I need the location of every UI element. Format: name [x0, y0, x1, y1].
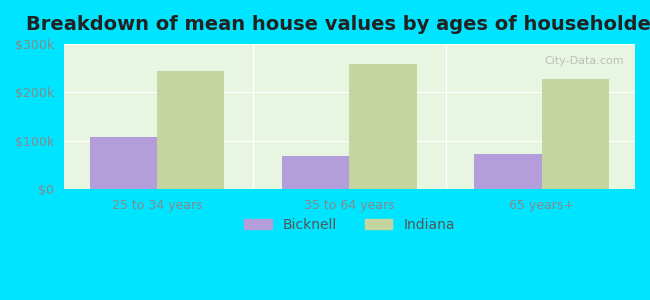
Bar	[157, 71, 224, 189]
Bar	[350, 64, 417, 189]
Text: City-Data.com: City-Data.com	[544, 56, 623, 65]
Bar	[90, 137, 157, 189]
Title: Breakdown of mean house values by ages of householders: Breakdown of mean house values by ages o…	[27, 15, 650, 34]
Legend: Bicknell, Indiana: Bicknell, Indiana	[238, 212, 461, 237]
Bar	[541, 79, 609, 189]
Bar	[474, 154, 541, 189]
Bar	[282, 156, 350, 189]
